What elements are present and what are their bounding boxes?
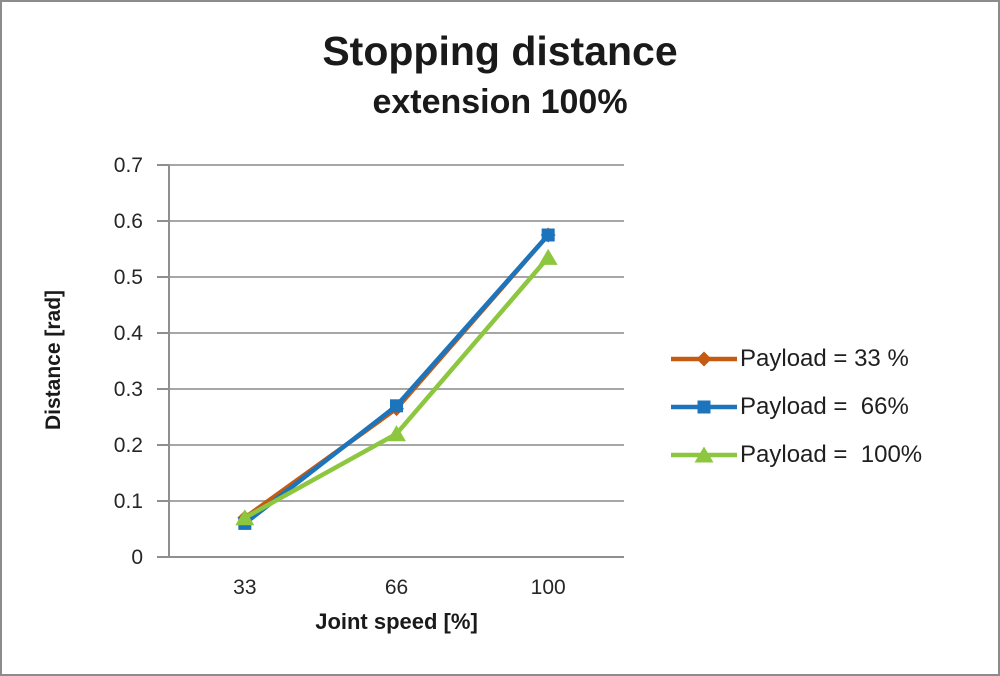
legend-swatch-diamond-icon <box>671 351 737 367</box>
series-line-2 <box>242 255 551 521</box>
legend-swatch-triangle-icon <box>671 446 737 463</box>
legend-item-1: Payload = 66% <box>670 383 922 431</box>
series-2-marker-1 <box>387 425 406 442</box>
x-category-label-33: 33 <box>233 576 256 599</box>
legend-label-1: Payload = 66% <box>740 393 909 420</box>
chart-subtitle: extension 100% <box>372 83 628 121</box>
series-line-1 <box>242 232 551 526</box>
legend-label-0: Payload = 33 % <box>740 345 909 372</box>
y-tick-label-0.7: 0.7 <box>114 154 143 177</box>
legend-marker-triangle <box>694 446 714 463</box>
y-tick-label-0.2: 0.2 <box>114 434 143 457</box>
y-tick-label-0.5: 0.5 <box>114 266 143 289</box>
x-category-label-100: 100 <box>531 576 566 599</box>
chart-title: Stopping distance <box>322 28 678 74</box>
legend-swatch-square-icon <box>671 400 737 414</box>
y-axis-title: Distance [rad] <box>42 289 65 431</box>
legend: Payload = 33 % Payload = 66% Payload = 100… <box>670 335 922 479</box>
y-tick-label-0.6: 0.6 <box>114 210 143 233</box>
y-tick-label-0: 0 <box>131 546 143 569</box>
series-1-marker-2 <box>541 228 555 242</box>
series-2-marker-2 <box>538 248 558 265</box>
series-1-marker-1 <box>390 399 403 413</box>
x-category-label-66: 66 <box>385 576 408 599</box>
legend-item-0: Payload = 33 % <box>670 335 922 383</box>
y-tick-label-0.4: 0.4 <box>114 322 144 345</box>
legend-item-2: Payload = 100% <box>670 431 922 479</box>
legend-marker-diamond <box>696 351 712 367</box>
series-2-marker-0 <box>235 509 255 526</box>
y-tick-label-0.1: 0.1 <box>114 490 143 513</box>
y-tick-label-0.3: 0.3 <box>114 378 143 401</box>
x-axis-title: Joint speed [%] <box>315 609 478 634</box>
legend-label-2: Payload = 100% <box>740 441 923 468</box>
legend-marker-square <box>697 400 711 414</box>
